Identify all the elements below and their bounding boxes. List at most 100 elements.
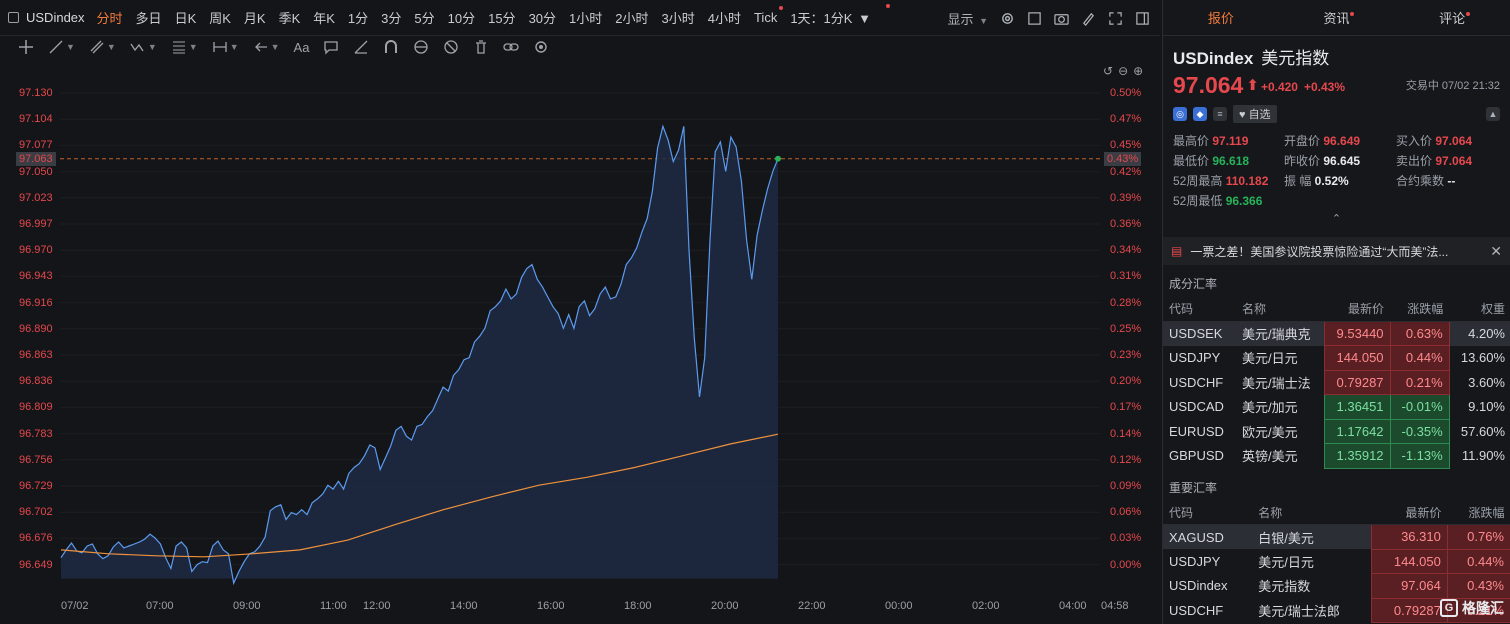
column-header[interactable]: 代码 [1163, 297, 1237, 322]
trash-icon[interactable] [473, 39, 489, 55]
table-cell: 0.63% [1389, 320, 1450, 346]
pct-tick: 0.09% [1110, 480, 1142, 492]
table-cell: -0.35% [1389, 418, 1450, 444]
price-chart[interactable]: 97.130 97.104 97.077 97.050 97.023 96.997 96.9… [0, 62, 1160, 624]
stat-value: 96.645 [1323, 154, 1361, 168]
period-tab[interactable]: 年K [313, 11, 335, 26]
panel-toggle-icon[interactable] [1135, 11, 1150, 26]
period-tab[interactable]: 季K [278, 11, 301, 26]
fib-tool-icon[interactable]: ▼ [171, 39, 198, 55]
symbol-selector[interactable]: USDindex [0, 10, 85, 25]
table-cell: XAGUSD [1169, 529, 1224, 545]
measure-tool-icon[interactable]: ▼ [212, 39, 239, 55]
table-row[interactable]: USDJPY 美元/日元 144.050 0.44% [1163, 548, 1510, 574]
chart-canvas[interactable] [0, 62, 1160, 624]
period-tab[interactable]: 4小时 [707, 11, 741, 26]
hide-icon[interactable] [443, 39, 459, 55]
zoom-in-icon[interactable]: ⊕ [1133, 64, 1144, 78]
price-change-pct: +0.43% [1303, 80, 1346, 94]
column-header[interactable]: 涨跌幅 [1447, 500, 1510, 525]
period-tab[interactable]: 日K [174, 11, 197, 26]
period-tab[interactable]: 10分 [447, 11, 476, 26]
price-row: 97.064 ⬆ +0.420 +0.43% 交易中 07/02 21:32 [1173, 73, 1500, 97]
period-tab[interactable]: 3小时 [661, 11, 695, 26]
period-tab[interactable]: 多日 [135, 11, 162, 26]
price-tick: 96.836 [19, 375, 53, 388]
stat-item: 开盘价 96.649 [1284, 132, 1396, 149]
bell-icon[interactable]: ▲ [1486, 107, 1500, 121]
channel-tool-icon[interactable]: ▼ [89, 39, 116, 55]
display-menu[interactable]: 显示 ▼ [947, 11, 988, 27]
tab-quote[interactable]: 报价 [1207, 11, 1234, 26]
time-tick: 02:00 [972, 600, 1000, 612]
zoom-out-icon[interactable]: ⊖ [1118, 64, 1129, 78]
watchlist-button[interactable]: ♥ 自选 [1233, 105, 1277, 123]
table-row[interactable]: USDCHF 美元/瑞士法 0.79287 0.21% 3.60% [1163, 369, 1510, 395]
chevron-down-icon: ▼ [858, 11, 871, 26]
price-tick: 96.729 [19, 480, 53, 492]
magnet-icon[interactable] [383, 39, 399, 55]
column-header[interactable]: 名称 [1252, 500, 1372, 525]
table-cell: 欧元/美元 [1242, 424, 1298, 440]
comment-icon[interactable] [323, 39, 339, 55]
column-header[interactable]: 名称 [1236, 297, 1325, 322]
table-cell: 57.60% [1460, 423, 1505, 439]
period-tab[interactable]: 1小时 [569, 11, 603, 26]
tab-comments[interactable]: 评论 [1394, 0, 1510, 35]
news-banner[interactable]: ▤ 一票之差！美国参议院投票惊险通过“大而美”法... ✕ [1163, 237, 1510, 265]
new-dot [1350, 12, 1355, 16]
text-tool[interactable]: Aa [293, 39, 310, 55]
news-text: 一票之差！美国参议院投票惊险通过“大而美”法... [1190, 244, 1449, 259]
arrow-tool-icon[interactable]: ▼ [253, 39, 280, 55]
lock-icon[interactable] [413, 39, 429, 55]
period-tab[interactable]: 分时 [96, 11, 123, 26]
period-tab[interactable]: 5分 [414, 11, 435, 26]
globe-icon[interactable]: ◎ [1173, 107, 1187, 121]
period-tab[interactable]: 周K [209, 11, 231, 26]
ruler-icon[interactable] [353, 39, 369, 55]
camera-icon[interactable] [1054, 11, 1069, 26]
link-icon[interactable] [503, 39, 520, 55]
list-icon[interactable]: ≡ [1213, 107, 1227, 121]
period-tab[interactable]: 3分 [381, 11, 402, 26]
tab-news[interactable]: 资讯 [1279, 0, 1395, 35]
settings-icon[interactable] [533, 39, 549, 55]
collapse-icon[interactable]: ⌃ [1331, 213, 1342, 225]
line-tool-icon[interactable]: ▼ [48, 39, 75, 55]
period-tab[interactable]: 15分 [488, 11, 516, 26]
period-tab-tick[interactable]: Tick [754, 6, 784, 25]
tag-icon[interactable]: ◆ [1193, 107, 1207, 121]
table-row[interactable]: GBPUSD 英镑/美元 1.35912 -1.13% 11.90% [1163, 443, 1510, 469]
period-tab[interactable]: 2小时 [615, 11, 649, 26]
period-dropdown[interactable]: 1天：1分K ▼ [790, 4, 890, 27]
close-icon[interactable]: ✕ [1490, 242, 1502, 259]
pen-icon[interactable] [1081, 11, 1096, 26]
reset-icon[interactable]: ↺ [1103, 64, 1114, 78]
period-tab[interactable]: 月K [243, 11, 266, 26]
table-row[interactable]: USDCAD 美元/加元 1.36451 -0.01% 9.10% [1163, 394, 1510, 420]
column-header[interactable]: 涨跌幅 [1390, 297, 1450, 322]
period-tab[interactable]: 30分 [528, 11, 557, 26]
column-header[interactable]: 最新价 [1371, 500, 1448, 525]
table-row[interactable]: XAGUSD 白银/美元 36.310 0.76% [1163, 524, 1510, 550]
checkbox-icon[interactable] [1027, 11, 1042, 26]
crosshair-icon[interactable] [18, 39, 34, 55]
fullscreen-icon[interactable] [1108, 11, 1123, 26]
period-tab[interactable]: 1分 [347, 11, 369, 26]
stats-grid: 最高价 97.119 开盘价 96.649 买入价 97.064 最低价 96.618… [1173, 132, 1500, 209]
table-row[interactable]: USDSEK 美元/瑞典克 9.53440 0.63% 4.20% [1163, 320, 1510, 346]
table-row[interactable]: USDindex 美元指数 97.064 0.43% [1163, 573, 1510, 599]
stat-label: 卖出价 [1396, 154, 1436, 168]
time-tick: 07:00 [146, 600, 174, 612]
quote-panel: 报价 资讯 评论 USDindex 美元指数 97.064 ⬆ +0.420 +0… [1162, 0, 1510, 624]
gear-icon[interactable] [1000, 11, 1015, 26]
column-header[interactable]: 代码 [1163, 500, 1253, 525]
column-header[interactable]: 权重 [1449, 297, 1510, 322]
table-row[interactable]: EURUSD 欧元/美元 1.17642 -0.35% 57.60% [1163, 418, 1510, 444]
wave-tool-icon[interactable]: ▼ [130, 39, 157, 55]
time-tick: 07/02 [61, 600, 89, 612]
table-cell: 13.60% [1460, 350, 1505, 366]
current-price-tag: 97.063 [16, 152, 56, 166]
table-row[interactable]: USDJPY 美元/日元 144.050 0.44% 13.60% [1163, 345, 1510, 371]
column-header[interactable]: 最新价 [1324, 297, 1391, 322]
